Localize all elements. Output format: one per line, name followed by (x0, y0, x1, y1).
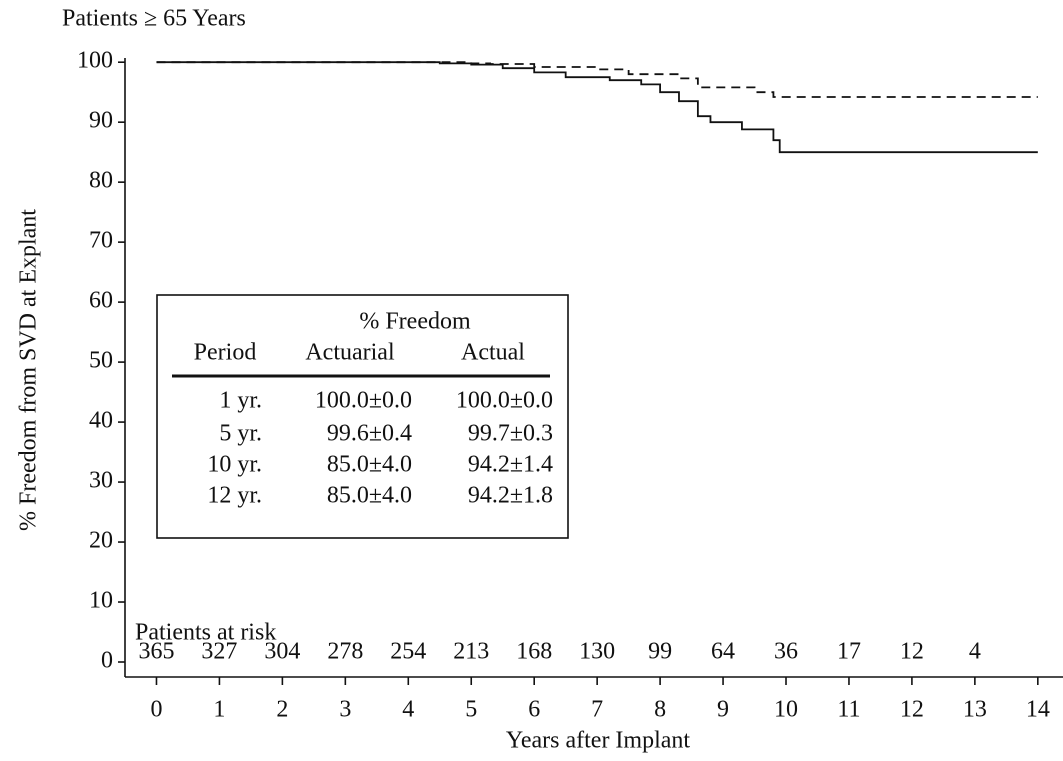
inset-cell: 99.7±0.3 (468, 421, 553, 447)
x-tick-label: 6 (528, 697, 540, 723)
y-tick-label: 80 (89, 168, 113, 194)
risk-count: 213 (453, 639, 489, 665)
x-tick-label: 4 (402, 697, 414, 723)
risk-count: 327 (201, 639, 237, 665)
inset-cell: 5 yr. (219, 421, 262, 447)
y-tick-label: 60 (89, 288, 113, 314)
inset-cell: 85.0±4.0 (327, 483, 412, 509)
risk-count: 17 (837, 639, 861, 665)
risk-count: 99 (648, 639, 672, 665)
survival-curve (156, 61, 1038, 98)
x-tick-label: 11 (837, 697, 860, 723)
risk-count: 304 (264, 639, 300, 665)
risk-count: 130 (579, 639, 615, 665)
risk-count: 4 (969, 639, 981, 665)
risk-count: 168 (516, 639, 552, 665)
y-tick-label: 30 (89, 468, 113, 494)
chart-subtitle: Patients ≥ 65 Years (62, 6, 246, 32)
x-tick-label: 9 (717, 697, 729, 723)
y-axis-label: % Freedom from SVD at Explant (16, 209, 42, 531)
risk-count: 365 (138, 639, 174, 665)
x-tick-label: 8 (654, 697, 666, 723)
inset-cell: 94.2±1.8 (468, 483, 553, 509)
inset-header: Actuarial (305, 340, 395, 366)
x-tick-label: 7 (591, 697, 603, 723)
risk-label: Patients at risk (135, 620, 276, 646)
inset-box (156, 294, 569, 539)
x-tick-label: 14 (1026, 697, 1050, 723)
risk-count: 254 (390, 639, 426, 665)
y-tick-label: 70 (89, 228, 113, 254)
x-tick-label: 10 (774, 697, 798, 723)
y-tick-label: 40 (89, 408, 113, 434)
inset-header: Actual (461, 340, 525, 366)
inset-cell: 12 yr. (207, 483, 262, 509)
survival-curve (156, 61, 1038, 154)
x-tick-label: 12 (900, 697, 924, 723)
inset-cell: 85.0±4.0 (327, 452, 412, 478)
y-tick-label: 90 (89, 108, 113, 134)
y-tick-label: 50 (89, 348, 113, 374)
x-tick-label: 2 (276, 697, 288, 723)
inset-cell: 10 yr. (207, 452, 262, 478)
inset-cell: 100.0±0.0 (315, 388, 412, 414)
inset-cell: 100.0±0.0 (456, 388, 553, 414)
risk-count: 36 (774, 639, 798, 665)
y-tick-label: 0 (101, 648, 113, 674)
risk-count: 64 (711, 639, 735, 665)
y-tick-label: 100 (77, 48, 113, 74)
inset-cell: 94.2±1.4 (468, 452, 553, 478)
inset-cell: 1 yr. (219, 388, 262, 414)
risk-count: 278 (327, 639, 363, 665)
x-tick-label: 3 (339, 697, 351, 723)
inset-title: % Freedom (359, 309, 471, 335)
x-tick-label: 1 (213, 697, 225, 723)
inset-cell: 99.6±0.4 (327, 421, 412, 447)
x-tick-label: 13 (963, 697, 987, 723)
inset-header: Period (194, 340, 257, 366)
y-tick-label: 10 (89, 588, 113, 614)
x-axis-label: Years after Implant (506, 728, 691, 754)
y-tick-label: 20 (89, 528, 113, 554)
x-tick-label: 5 (465, 697, 477, 723)
risk-count: 12 (900, 639, 924, 665)
x-tick-label: 0 (150, 697, 162, 723)
